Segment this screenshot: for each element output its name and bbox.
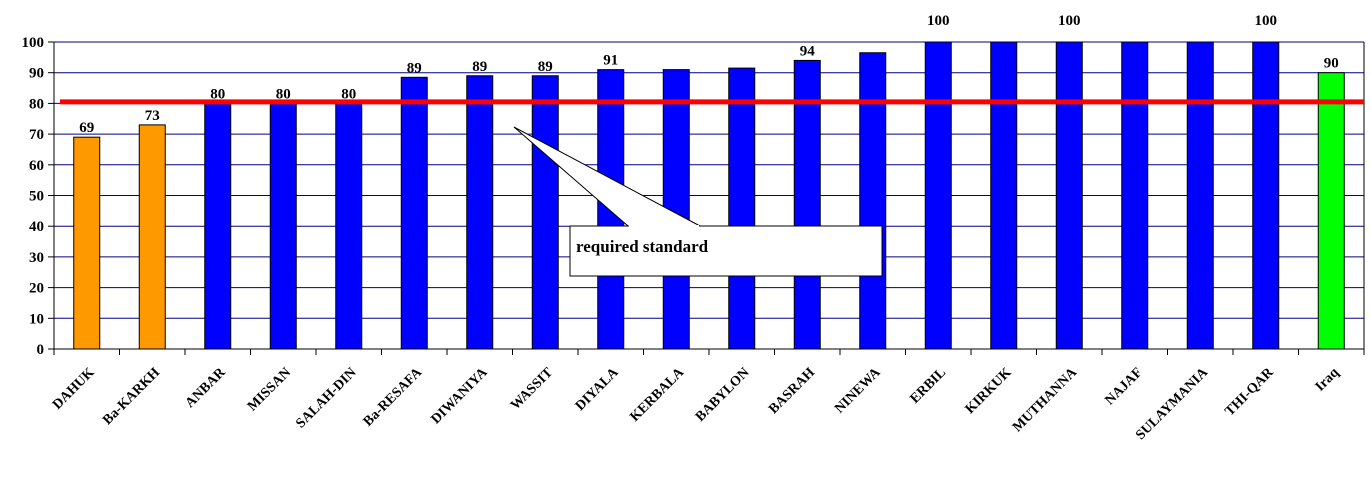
y-tick-label: 0 <box>37 342 45 358</box>
category-label: DIWANIYA <box>429 365 492 428</box>
data-label: 90 <box>1324 56 1339 72</box>
bar <box>793 59 821 350</box>
data-label: 80 <box>276 86 291 102</box>
data-label: 69 <box>79 120 94 136</box>
category-label: KERBALA <box>628 365 688 425</box>
category-label: MUTHANNA <box>1010 365 1081 436</box>
data-label: 73 <box>145 108 160 124</box>
data-label: 91 <box>603 53 618 69</box>
y-tick-label: 60 <box>29 158 44 174</box>
bar <box>1186 41 1214 350</box>
bar <box>924 41 952 350</box>
category-label: WASSIT <box>508 365 556 413</box>
bar <box>335 102 363 350</box>
callout-box <box>569 225 883 277</box>
category-label: MISSAN <box>245 365 294 414</box>
data-label: 94 <box>800 43 816 59</box>
category-label: THI-QAR <box>1223 365 1278 420</box>
bar <box>204 102 232 350</box>
data-label: 80 <box>341 86 356 102</box>
category-labels: DAHUK Ba-KARKH ANBAR MISSAN SALAH-DIN Ba-RESA… <box>50 365 1342 444</box>
bar <box>728 67 756 350</box>
data-labels: 69 73 80 80 80 89 89 89 91 94 100 100 100 90 <box>79 13 1339 136</box>
bar <box>73 136 101 350</box>
y-tick-label: 10 <box>29 311 44 327</box>
bar <box>466 75 494 350</box>
bar <box>400 76 428 350</box>
data-label: 100 <box>1255 13 1278 29</box>
data-label: 89 <box>472 59 487 75</box>
category-label: NINEWA <box>832 365 884 417</box>
category-label: ANBAR <box>183 365 229 411</box>
y-tick-labels: 0 10 20 30 40 50 60 70 80 90 100 <box>22 35 45 358</box>
category-label: DAHUK <box>50 365 98 413</box>
category-label: BASRAH <box>766 365 818 417</box>
y-tick-label: 100 <box>22 35 45 51</box>
bar <box>859 52 887 350</box>
bar <box>1317 72 1345 350</box>
category-label: Ba-RESAFA <box>361 365 426 430</box>
gridlines <box>54 41 1364 319</box>
y-tick-label: 90 <box>29 66 44 82</box>
axes <box>48 41 1365 355</box>
category-label: Iraq <box>1313 365 1342 394</box>
callout-text: required standard <box>576 237 709 256</box>
category-label: DIYALA <box>573 365 622 414</box>
category-label: ERBIL <box>908 365 949 406</box>
y-tick-label: 80 <box>29 96 44 112</box>
y-tick-label: 30 <box>29 250 44 266</box>
category-label: BABYLON <box>693 365 753 425</box>
bar <box>531 75 559 350</box>
bar <box>138 124 166 350</box>
bar <box>990 41 1018 350</box>
category-label: NAJAF <box>1103 365 1146 408</box>
bar <box>269 102 297 350</box>
y-tick-label: 70 <box>29 127 44 143</box>
data-label: 89 <box>538 59 553 75</box>
y-tick-label: 40 <box>29 219 44 235</box>
callout: required standard <box>513 126 883 277</box>
category-label: SALAH-DIN <box>293 365 359 431</box>
data-label: 80 <box>210 86 225 102</box>
y-tick-label: 50 <box>29 189 44 205</box>
data-label: 89 <box>407 60 422 76</box>
bar <box>1252 41 1280 350</box>
data-label: 100 <box>927 13 950 29</box>
bar <box>1055 41 1083 350</box>
category-label: Ba-KARKH <box>100 365 163 428</box>
data-label: 100 <box>1058 13 1081 29</box>
category-label: KIRKUK <box>963 365 1015 417</box>
bar <box>1121 41 1149 350</box>
y-tick-label: 20 <box>29 281 44 297</box>
